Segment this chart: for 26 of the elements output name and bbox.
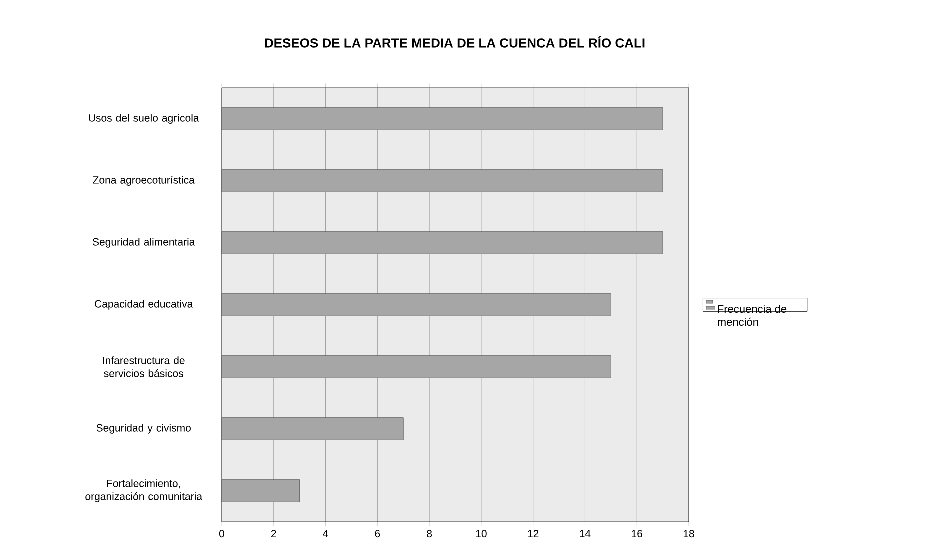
y-tick-label: Usos del suelo agrícola xyxy=(89,114,200,124)
bar xyxy=(222,108,664,130)
x-tick-label: 0 xyxy=(219,530,225,538)
y-tick-label: Seguridad alimentaria xyxy=(92,238,196,248)
chart-title: DESEOS DE LA PARTE MEDIA DE LA CUENCA DEL RÍO CALI xyxy=(265,36,645,48)
x-tick-label: 14 xyxy=(580,530,591,538)
bar xyxy=(222,294,612,316)
y-tick-label: Zona agroecoturística xyxy=(93,176,195,186)
x-tick-label: 12 xyxy=(528,530,539,538)
y-tick-label: Capacidad educativa xyxy=(95,300,194,310)
bar xyxy=(222,418,404,440)
bar xyxy=(222,170,664,192)
x-tick-label: 4 xyxy=(323,530,328,538)
bar xyxy=(222,232,664,254)
y-tick-label: Infarestructura de servicios básicos xyxy=(103,356,185,378)
x-tick-label: 10 xyxy=(476,530,487,538)
legend-label: Frecuencia de mención xyxy=(718,304,787,326)
x-tick-label: 2 xyxy=(272,530,276,538)
bar xyxy=(222,480,300,502)
y-tick-label: Fortalecimiento, organización comunitaria xyxy=(86,480,202,502)
y-tick-label: Seguridad y civismo xyxy=(96,424,191,434)
x-tick-label: 8 xyxy=(427,530,432,538)
x-tick-label: 6 xyxy=(375,530,380,538)
bar xyxy=(222,356,612,378)
x-tick-label: 16 xyxy=(632,530,642,538)
x-tick-label: 18 xyxy=(684,530,694,538)
